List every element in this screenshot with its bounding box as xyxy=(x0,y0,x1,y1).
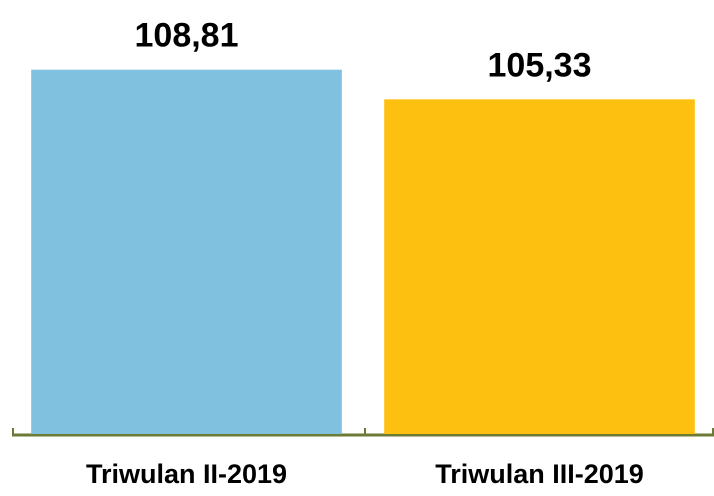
bar xyxy=(384,99,695,434)
x-tick-label: Triwulan II-2019 xyxy=(86,459,287,489)
x-tick-label: Triwulan III-2019 xyxy=(435,459,644,489)
bar xyxy=(31,69,342,434)
data-label: 108,81 xyxy=(135,17,239,55)
data-label: 105,33 xyxy=(488,46,592,84)
axis xyxy=(12,428,714,437)
